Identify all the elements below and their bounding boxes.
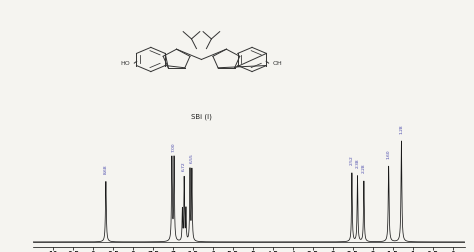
Text: SBi (I): SBi (I) bbox=[191, 113, 212, 119]
Text: 1.60: 1.60 bbox=[387, 150, 391, 159]
Text: 1.28: 1.28 bbox=[400, 124, 403, 134]
Text: 2.28: 2.28 bbox=[362, 164, 366, 173]
Text: HO: HO bbox=[120, 60, 130, 66]
Text: 8.68: 8.68 bbox=[104, 165, 108, 174]
Text: OH: OH bbox=[273, 60, 283, 66]
Text: 2.38: 2.38 bbox=[356, 159, 359, 168]
Text: 6.55: 6.55 bbox=[190, 153, 194, 163]
Text: 6.72: 6.72 bbox=[182, 162, 186, 171]
Text: 2.52: 2.52 bbox=[350, 155, 354, 165]
Text: 7.00: 7.00 bbox=[172, 143, 176, 152]
